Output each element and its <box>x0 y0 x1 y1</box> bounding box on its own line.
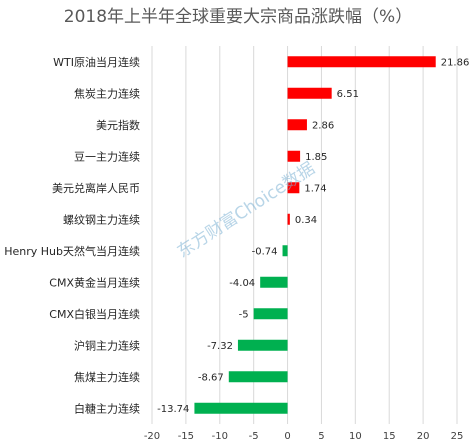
x-tick-label: 25 <box>451 431 464 442</box>
data-label: -8.67 <box>198 372 224 383</box>
category-labels: WTI原油当月连续焦炭主力连续美元指数豆一主力连续美元兑离岸人民币螺纹钢主力连续… <box>4 55 140 416</box>
category-label: CMX黄金当月连续 <box>49 275 140 289</box>
data-label: 0.34 <box>295 215 317 226</box>
x-tick-label: -10 <box>212 431 228 442</box>
data-label: 21.86 <box>441 57 470 68</box>
data-label: -13.74 <box>157 404 189 415</box>
x-tick-label: -15 <box>178 431 194 442</box>
bar <box>287 150 301 162</box>
category-label: CMX白银当月连续 <box>49 307 140 321</box>
bars: 21.86 6.51 2.86 1.85 1.74 0.34 -0.74 -4.04 -5 -7.… <box>157 56 469 415</box>
bar <box>287 213 290 225</box>
data-label: 6.51 <box>337 89 359 100</box>
x-tick-label: 5 <box>318 431 324 442</box>
watermark: 东方财富Choice数据 <box>174 159 319 263</box>
bar <box>194 402 288 414</box>
category-label: 白糖主力连续 <box>74 401 140 415</box>
bar <box>287 87 332 99</box>
x-axis-ticks: -20 -15 -10 -5 0 5 10 15 20 25 <box>144 431 464 442</box>
category-label: 豆一主力连续 <box>74 149 140 163</box>
category-label: 美元兑离岸人民币 <box>52 181 140 195</box>
bar <box>260 276 288 288</box>
x-tick-label: 0 <box>284 431 290 442</box>
x-tick-label: 10 <box>349 431 362 442</box>
x-tick-label: -5 <box>249 431 259 442</box>
x-tick-label: -20 <box>144 431 160 442</box>
bar <box>287 56 436 68</box>
gridlines <box>151 46 458 424</box>
data-label: -5 <box>239 309 249 320</box>
bar <box>282 245 288 257</box>
bar <box>237 339 288 351</box>
chart-title: 2018年上半年全球重要大宗商品涨跌幅（%） <box>64 7 412 27</box>
bar <box>253 308 288 320</box>
x-tick-label: 20 <box>417 431 430 442</box>
category-label: 焦炭主力连续 <box>74 86 140 100</box>
bar <box>228 371 288 383</box>
category-label: WTI原油当月连续 <box>53 55 140 69</box>
bar <box>287 182 300 194</box>
category-label: 螺纹钢主力连续 <box>63 212 140 226</box>
x-tick-label: 15 <box>383 431 396 442</box>
bar <box>287 119 307 131</box>
data-label: -0.74 <box>252 246 278 257</box>
category-label: 焦煤主力连续 <box>74 370 140 384</box>
category-label: Henry Hub天然气当月连续 <box>4 244 140 258</box>
data-label: -7.32 <box>207 341 233 352</box>
data-label: -4.04 <box>229 278 255 289</box>
category-label: 美元指数 <box>96 118 140 132</box>
category-label: 沪铜主力连续 <box>74 338 140 352</box>
data-label: 1.74 <box>304 183 326 194</box>
data-label: 2.86 <box>312 120 334 131</box>
data-label: 1.85 <box>305 152 327 163</box>
